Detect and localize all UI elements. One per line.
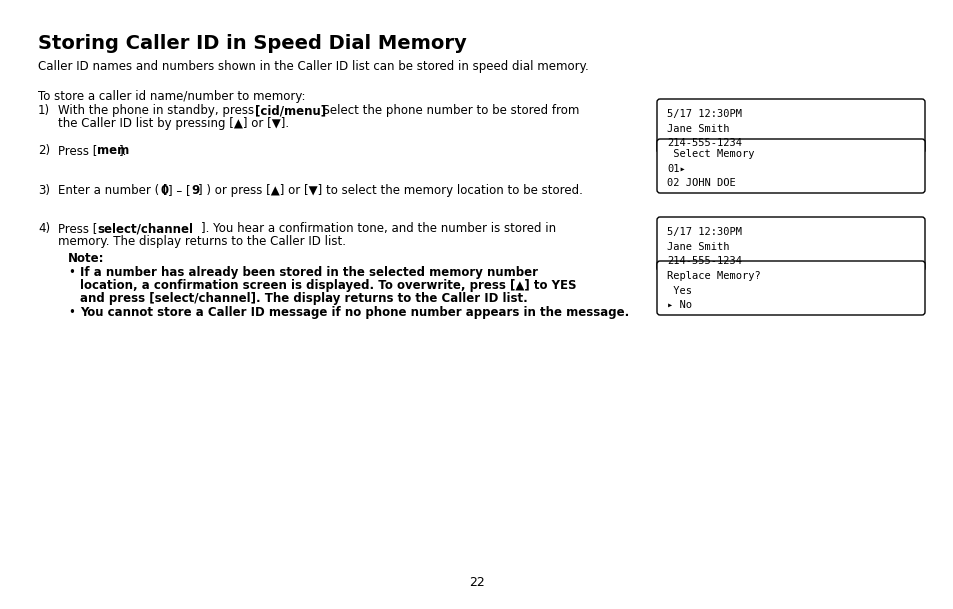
Text: If a number has already been stored in the selected memory number: If a number has already been stored in t…	[80, 266, 537, 279]
Text: Select Memory: Select Memory	[666, 149, 754, 159]
Text: 1): 1)	[38, 104, 51, 117]
Text: 9: 9	[191, 184, 199, 197]
Text: Storing Caller ID in Speed Dial Memory: Storing Caller ID in Speed Dial Memory	[38, 34, 466, 53]
Text: memory. The display returns to the Caller ID list.: memory. The display returns to the Calle…	[58, 235, 346, 248]
Text: [cid/menu]: [cid/menu]	[254, 104, 326, 117]
Text: ] ) or press [▲] or [▼] to select the memory location to be stored.: ] ) or press [▲] or [▼] to select the me…	[198, 184, 582, 197]
Text: 0: 0	[161, 184, 169, 197]
Text: •: •	[68, 266, 74, 279]
Text: 01▸: 01▸	[666, 163, 685, 174]
Text: Note:: Note:	[68, 252, 105, 265]
Text: Jane Smith: Jane Smith	[666, 124, 729, 133]
FancyBboxPatch shape	[657, 99, 924, 153]
Text: ▸ No: ▸ No	[666, 300, 691, 310]
Text: To store a caller id name/number to memory:: To store a caller id name/number to memo…	[38, 90, 305, 103]
Text: the Caller ID list by pressing [▲] or [▼].: the Caller ID list by pressing [▲] or [▼…	[58, 117, 289, 130]
Text: 2): 2)	[38, 144, 51, 157]
Text: 214-555-1234: 214-555-1234	[666, 138, 741, 148]
Text: location, a confirmation screen is displayed. To overwrite, press [▲] to YES: location, a confirmation screen is displ…	[80, 279, 576, 292]
Text: You cannot store a Caller ID message if no phone number appears in the message.: You cannot store a Caller ID message if …	[80, 306, 629, 319]
Text: Yes: Yes	[666, 286, 691, 295]
Text: Press [: Press [	[58, 222, 97, 235]
Text: ] – [: ] – [	[168, 184, 191, 197]
Text: 4): 4)	[38, 222, 51, 235]
Text: •: •	[68, 306, 74, 319]
Text: mem: mem	[97, 144, 129, 157]
Text: and press [select/channel]. The display returns to the Caller ID list.: and press [select/channel]. The display …	[80, 292, 527, 305]
Text: Jane Smith: Jane Smith	[666, 242, 729, 252]
Text: Enter a number ( [: Enter a number ( [	[58, 184, 168, 197]
Text: ]. You hear a confirmation tone, and the number is stored in: ]. You hear a confirmation tone, and the…	[201, 222, 556, 235]
Text: Replace Memory?: Replace Memory?	[666, 271, 760, 281]
Text: 22: 22	[469, 576, 484, 589]
Text: select/channel: select/channel	[97, 222, 193, 235]
Text: Press [: Press [	[58, 144, 97, 157]
FancyBboxPatch shape	[657, 139, 924, 193]
Text: With the phone in standby, press: With the phone in standby, press	[58, 104, 257, 117]
FancyBboxPatch shape	[657, 261, 924, 315]
Text: . Select the phone number to be stored from: . Select the phone number to be stored f…	[314, 104, 578, 117]
Text: ].: ].	[119, 144, 128, 157]
Text: 214-555-1234: 214-555-1234	[666, 256, 741, 266]
Text: 02 JOHN DOE: 02 JOHN DOE	[666, 178, 735, 188]
Text: 5/17 12:30PM: 5/17 12:30PM	[666, 227, 741, 237]
Text: 5/17 12:30PM: 5/17 12:30PM	[666, 109, 741, 119]
Text: 3): 3)	[38, 184, 50, 197]
FancyBboxPatch shape	[657, 217, 924, 271]
Text: Caller ID names and numbers shown in the Caller ID list can be stored in speed d: Caller ID names and numbers shown in the…	[38, 60, 588, 73]
